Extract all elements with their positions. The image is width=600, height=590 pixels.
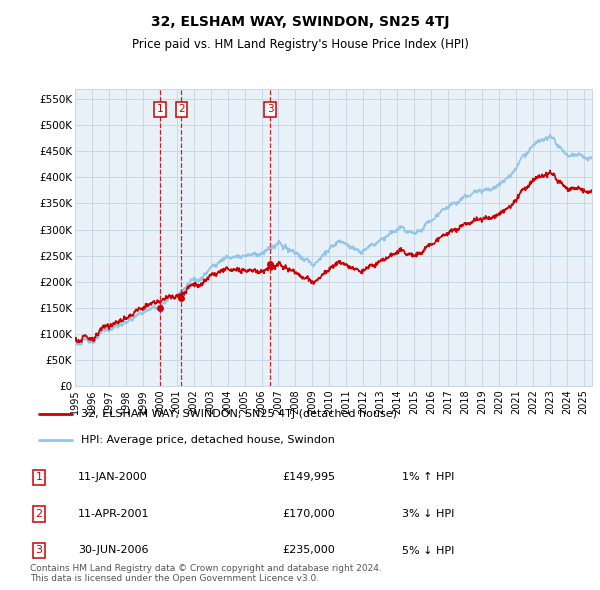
- Text: Price paid vs. HM Land Registry's House Price Index (HPI): Price paid vs. HM Land Registry's House …: [131, 38, 469, 51]
- Text: HPI: Average price, detached house, Swindon: HPI: Average price, detached house, Swin…: [82, 435, 335, 445]
- Text: 1: 1: [157, 104, 164, 114]
- Text: 11-APR-2001: 11-APR-2001: [78, 509, 149, 519]
- Text: 1: 1: [35, 473, 43, 482]
- Text: 3: 3: [266, 104, 274, 114]
- Text: 2: 2: [178, 104, 185, 114]
- Text: 3: 3: [35, 546, 43, 555]
- Text: Contains HM Land Registry data © Crown copyright and database right 2024.
This d: Contains HM Land Registry data © Crown c…: [30, 563, 382, 583]
- Text: 30-JUN-2006: 30-JUN-2006: [78, 546, 149, 555]
- Text: 11-JAN-2000: 11-JAN-2000: [78, 473, 148, 482]
- Text: £170,000: £170,000: [282, 509, 335, 519]
- Text: 2: 2: [35, 509, 43, 519]
- Text: 3% ↓ HPI: 3% ↓ HPI: [402, 509, 454, 519]
- Text: £149,995: £149,995: [282, 473, 335, 482]
- Text: 5% ↓ HPI: 5% ↓ HPI: [402, 546, 454, 555]
- Text: 32, ELSHAM WAY, SWINDON, SN25 4TJ (detached house): 32, ELSHAM WAY, SWINDON, SN25 4TJ (detac…: [82, 409, 397, 419]
- Text: £235,000: £235,000: [282, 546, 335, 555]
- Text: 1% ↑ HPI: 1% ↑ HPI: [402, 473, 454, 482]
- Text: 32, ELSHAM WAY, SWINDON, SN25 4TJ: 32, ELSHAM WAY, SWINDON, SN25 4TJ: [151, 15, 449, 29]
